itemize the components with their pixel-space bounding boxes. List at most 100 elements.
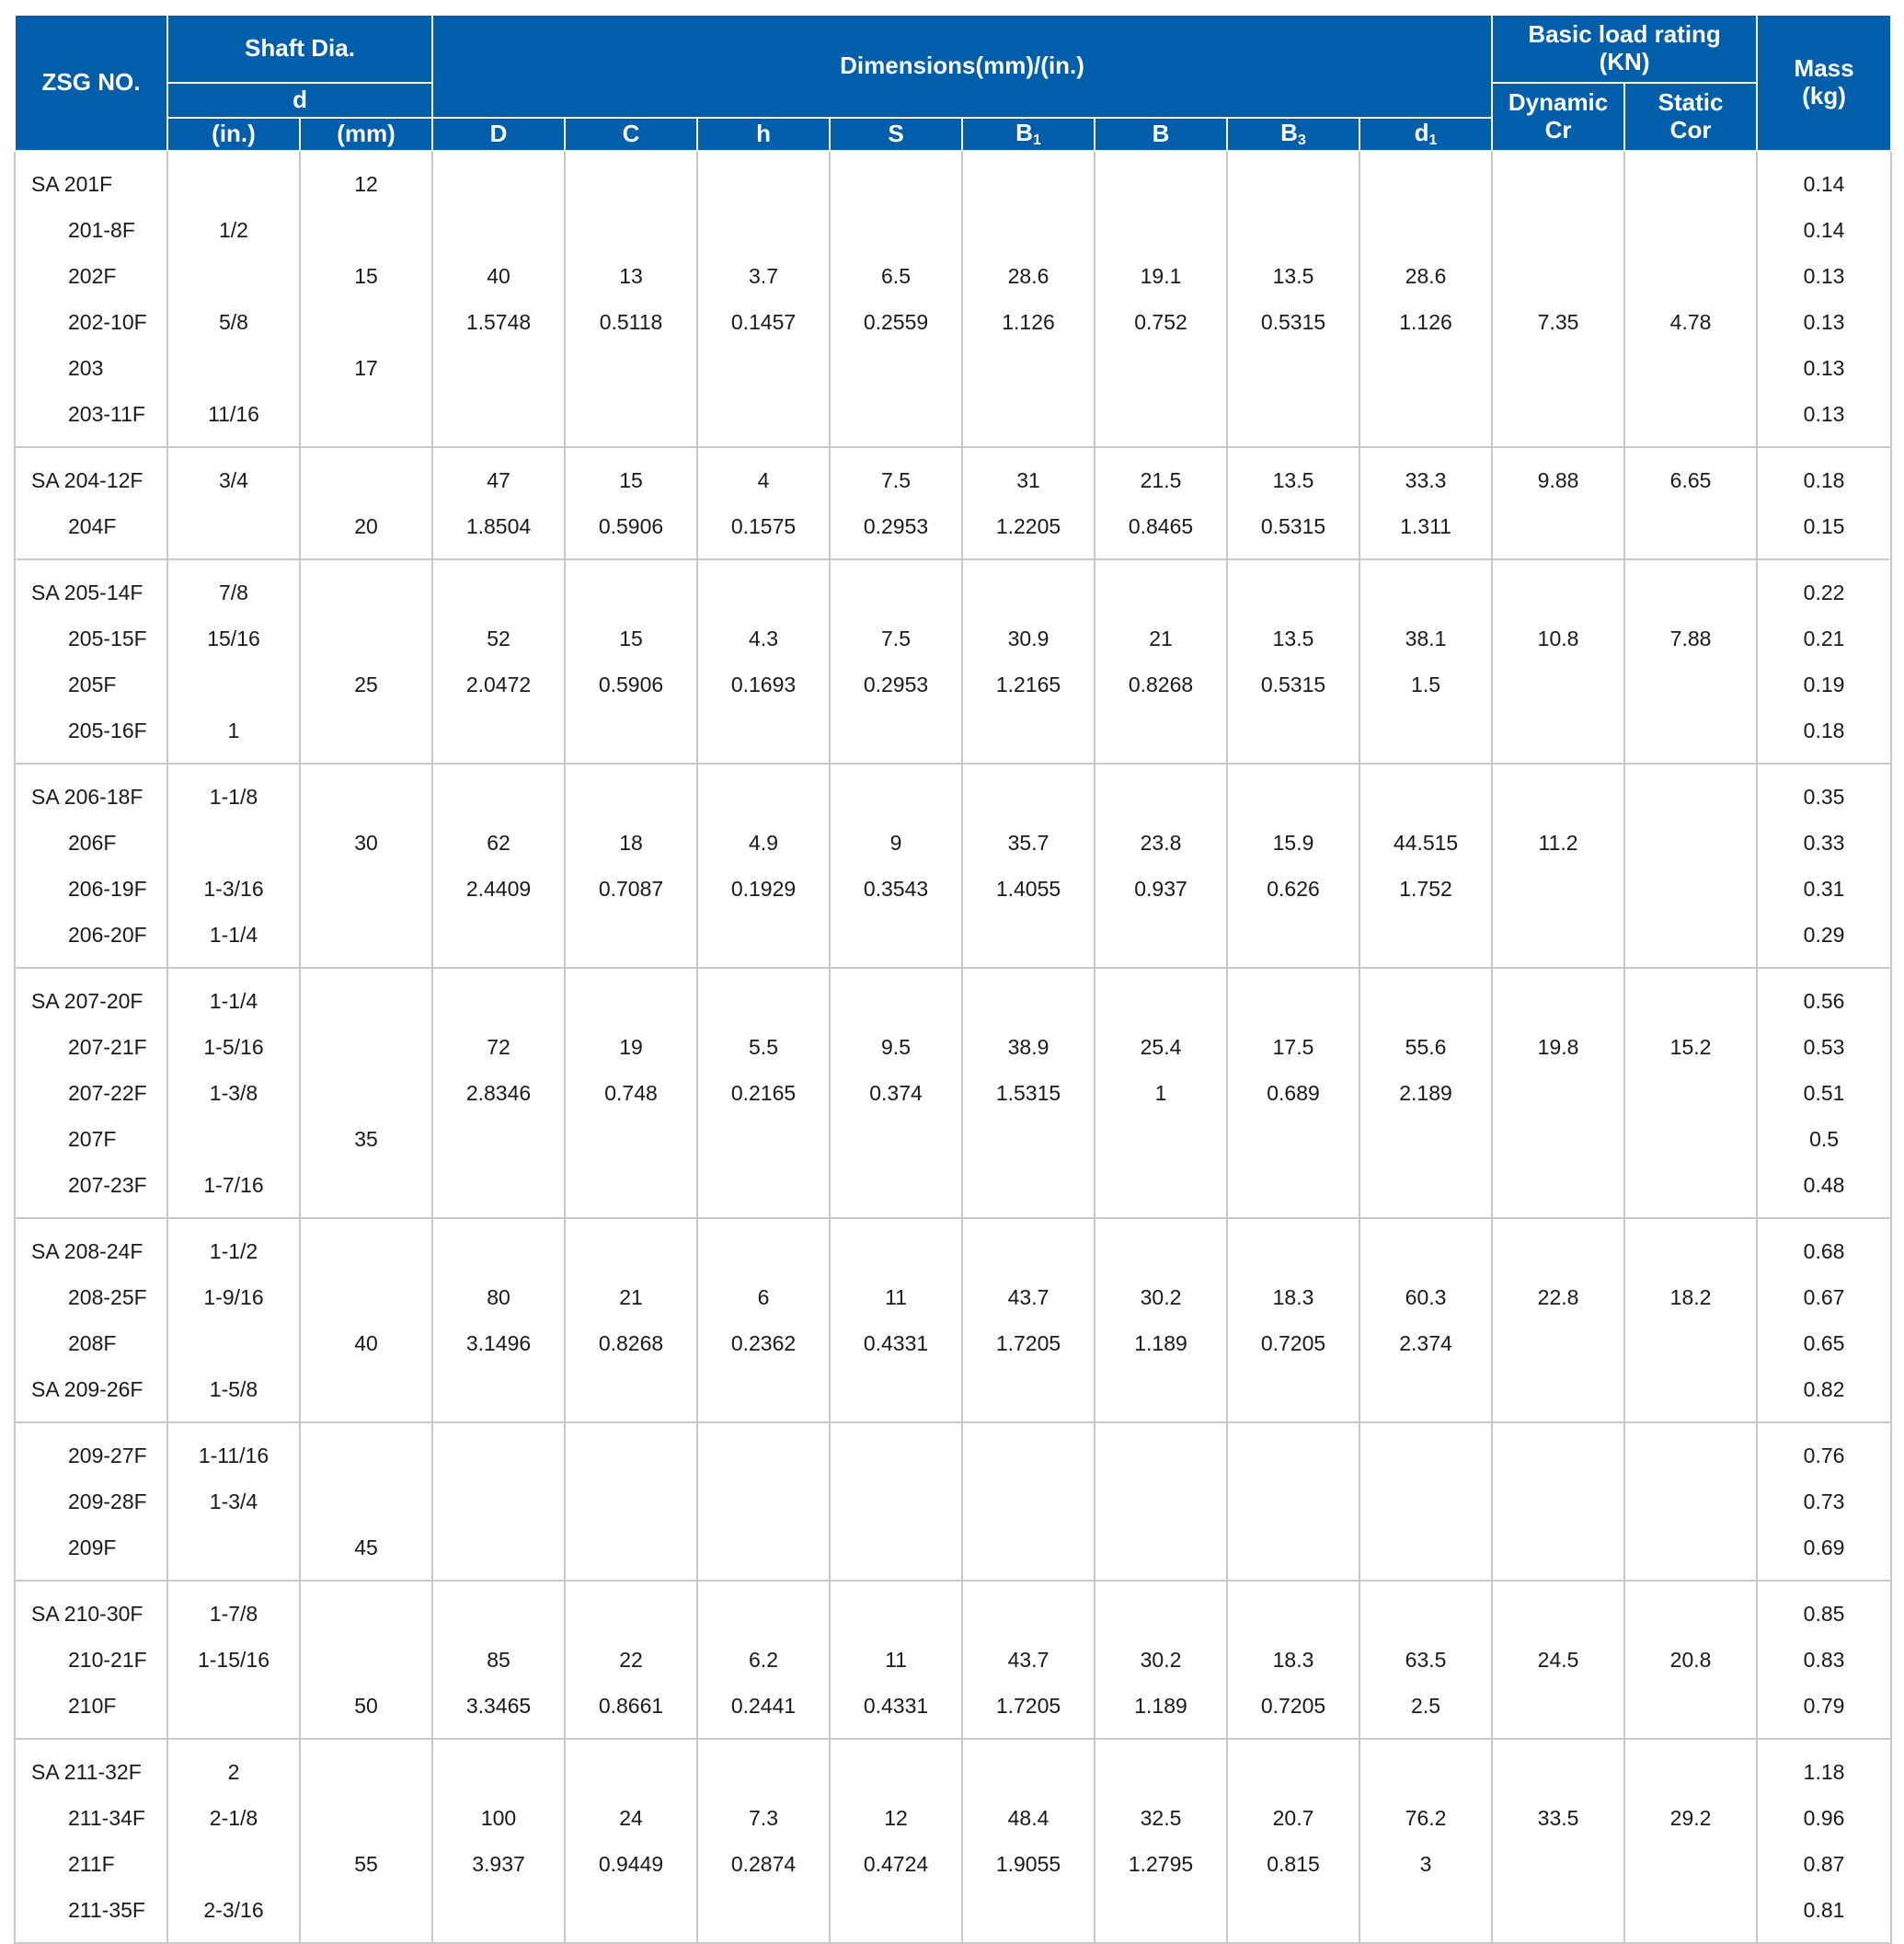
value-mass: 0.82 — [1803, 1377, 1845, 1401]
value-b1: 38.9 — [1007, 1035, 1049, 1059]
cell-lines: 48.4 1.9055 — [963, 1740, 1094, 1942]
value-c — [566, 1432, 696, 1478]
value-in — [168, 1116, 299, 1162]
value-b1: 1.7205 — [995, 1331, 1061, 1355]
cell-s: 9.5 0.374 — [829, 967, 964, 1218]
value-d — [433, 1116, 564, 1162]
col-header-shaft-d: d — [166, 82, 434, 119]
value-d: 72 — [487, 1035, 510, 1059]
col-header-d1-sub: 1 — [1428, 132, 1438, 148]
cell-lines: 29.2 — [1625, 1740, 1756, 1942]
value-mm — [301, 615, 431, 661]
cell-b1: 35.7 1.4055 — [961, 763, 1096, 968]
value-mass: 0.96 — [1803, 1806, 1845, 1830]
value-h: 0.1929 — [730, 877, 797, 901]
value-mm — [301, 207, 431, 253]
col-header-d1-letter: d — [1414, 118, 1429, 146]
dynamic-line1: Dynamic — [1508, 88, 1609, 117]
value-in: 1-3/4 — [209, 1490, 258, 1513]
cell-b: 21 0.8268 — [1094, 558, 1229, 764]
value-mm: 30 — [354, 831, 378, 855]
cell-b3: 18.3 0.7205 — [1226, 1580, 1361, 1739]
cell-cor — [1623, 763, 1759, 968]
value-d1: 33.3 — [1405, 468, 1447, 492]
cell-cr — [1491, 1421, 1626, 1581]
value-h — [698, 345, 829, 391]
value-mm — [301, 457, 431, 503]
cell-lines: 24.5 — [1493, 1582, 1623, 1738]
cell-b: 21.5 0.8465 — [1094, 446, 1229, 559]
value-d1 — [1360, 1228, 1491, 1274]
value-d: 1.8504 — [465, 514, 532, 538]
cell-h: 4 0.1575 — [696, 446, 832, 559]
value-mm: 12 — [354, 172, 378, 196]
cell-lines: SA 205-14F 205-15F 205F 205-16F — [16, 560, 166, 763]
cell-lines: 28.6 1.126 — [1360, 152, 1491, 446]
value-cr — [1493, 391, 1623, 437]
value-b1: 1.126 — [1002, 310, 1055, 334]
value-d — [433, 207, 564, 253]
cell-mm: 35 — [298, 967, 434, 1218]
cell-cor: 15.2 — [1623, 967, 1759, 1218]
cell-d1: 60.3 2.374 — [1359, 1217, 1494, 1422]
value-cr — [1493, 1591, 1623, 1637]
cell-lines — [1228, 1423, 1359, 1580]
model-number: 202F — [68, 264, 117, 288]
cell-lines: 11 0.4331 — [831, 1582, 961, 1738]
value-b3: 0.5315 — [1260, 310, 1326, 334]
value-d: 3.3465 — [465, 1694, 532, 1718]
value-cor — [1625, 774, 1756, 820]
cell-c: 22 0.8661 — [564, 1580, 699, 1739]
cell-lines: 0.22 0.21 0.19 0.18 — [1758, 560, 1890, 763]
col-header-mass: Mass (kg) — [1756, 14, 1893, 152]
value-cr: 22.8 — [1537, 1285, 1579, 1309]
cell-lines: 47 1.8504 — [433, 448, 564, 558]
value-d — [433, 1478, 564, 1524]
cell-in: 3/4 — [166, 446, 301, 559]
model-number: 207-21F — [68, 1035, 147, 1059]
cell-d: 72 2.8346 — [431, 967, 567, 1218]
table-row-group: SA 205-14F 205-15F 205F 205-16F 7/8 15/16 1 25 5… — [14, 558, 1893, 764]
cell-lines: 62 2.4409 — [433, 765, 564, 967]
cell-b — [1094, 1421, 1229, 1581]
value-cr — [1493, 774, 1623, 820]
value-b1: 31 — [1016, 468, 1040, 492]
value-mass: 0.13 — [1803, 310, 1845, 334]
value-s — [831, 1116, 961, 1162]
value-d: 2.0472 — [465, 673, 532, 696]
value-mass: 0.15 — [1803, 514, 1845, 538]
value-s: 0.2953 — [863, 673, 929, 696]
value-d: 2.8346 — [465, 1081, 532, 1105]
cell-lines: 38.9 1.5315 — [963, 969, 1094, 1217]
cell-mm: 45 — [298, 1421, 434, 1581]
value-in: 2-1/8 — [209, 1806, 258, 1830]
value-h: 4.9 — [749, 831, 778, 855]
value-cor — [1625, 345, 1756, 391]
cell-b3: 13.5 0.5315 — [1226, 150, 1361, 447]
value-c: 0.7087 — [598, 877, 664, 901]
value-mass: 0.83 — [1803, 1648, 1845, 1672]
col-header-B1-sub: 1 — [1032, 132, 1041, 148]
value-mm — [301, 1795, 431, 1841]
cell-lines: 19 0.748 — [566, 969, 696, 1217]
cell-h: 6 0.2362 — [696, 1217, 832, 1422]
value-b — [1095, 569, 1226, 615]
cell-lines: 40 — [301, 1219, 431, 1421]
col-header-static-cor: Static Cor — [1623, 82, 1759, 152]
value-mm — [301, 1274, 431, 1320]
cell-ids: 209-27F 209-28F 209F — [14, 1421, 168, 1581]
value-cor — [1625, 253, 1756, 299]
value-cr — [1493, 707, 1623, 753]
value-mm — [301, 1478, 431, 1524]
value-mass: 0.65 — [1803, 1331, 1845, 1355]
cell-in: 1-7/8 1-15/16 — [166, 1580, 301, 1739]
value-s — [831, 569, 961, 615]
value-c: 0.9449 — [598, 1852, 664, 1876]
value-in — [168, 345, 299, 391]
value-in — [168, 161, 299, 207]
value-in: 1-3/8 — [209, 1081, 258, 1105]
cell-d1: 55.6 2.189 — [1359, 967, 1494, 1218]
value-d1 — [1360, 1524, 1491, 1570]
value-c: 0.8268 — [598, 1331, 664, 1355]
value-h — [698, 1162, 829, 1208]
